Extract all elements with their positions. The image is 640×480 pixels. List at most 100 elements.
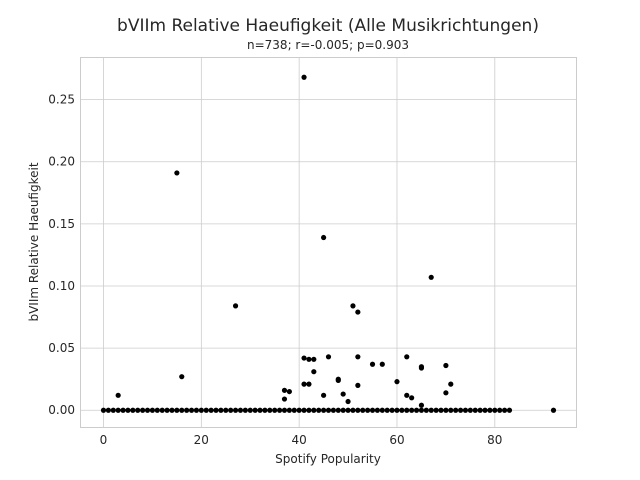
chart-subtitle: n=738; r=-0.005; p=0.903 [247, 38, 409, 52]
data-point [311, 369, 317, 375]
data-point [340, 407, 346, 413]
x-tick-label: 20 [194, 433, 209, 447]
data-point [164, 407, 170, 413]
data-point [306, 356, 312, 362]
data-point [355, 382, 361, 388]
data-point [286, 388, 292, 395]
data-point [325, 407, 332, 413]
data-point [394, 407, 400, 413]
y-axis-label: bVIIm Relative Haeufigkeit [27, 162, 41, 321]
tick-labels: 0 20 40 60 80 0.00 0.05 0.10 0.15 0.20 0.25 [48, 93, 502, 447]
data-point [345, 407, 351, 413]
data-point [130, 407, 136, 413]
data-point [492, 407, 498, 413]
data-point [404, 407, 410, 413]
data-point [154, 407, 160, 413]
data-point [281, 407, 288, 413]
data-point [350, 303, 356, 309]
y-tick-label: 0.15 [48, 217, 75, 231]
data-point [276, 407, 283, 413]
data-points [100, 74, 557, 413]
data-point [223, 407, 229, 413]
data-point [394, 379, 400, 385]
y-tick-label: 0.10 [48, 279, 75, 293]
data-point [453, 407, 459, 413]
data-point [457, 407, 464, 413]
data-point [144, 407, 151, 413]
data-point [409, 407, 415, 413]
data-point [281, 396, 288, 402]
data-point [399, 407, 405, 413]
data-point [301, 381, 307, 387]
data-point [335, 377, 341, 384]
data-point [482, 407, 488, 413]
data-point [228, 407, 234, 413]
data-point [218, 407, 224, 413]
data-point [428, 274, 434, 280]
data-point [306, 407, 312, 413]
data-point [193, 407, 200, 413]
data-point [159, 407, 165, 413]
x-tick-label: 40 [292, 433, 307, 447]
data-point [325, 354, 332, 360]
data-point [443, 362, 449, 369]
data-point [497, 407, 503, 413]
data-point [355, 354, 361, 360]
chart-title: bVIIm Relative Haeufigkeit (Alle Musikri… [117, 16, 539, 36]
data-point [174, 407, 180, 413]
grid-lines [81, 58, 576, 427]
data-point [188, 407, 195, 413]
data-point [369, 361, 376, 367]
data-point [301, 355, 307, 361]
data-point [198, 407, 204, 413]
data-point [477, 407, 483, 413]
data-point [335, 407, 341, 413]
data-point [418, 365, 425, 371]
data-point [237, 407, 244, 413]
data-point [409, 395, 415, 401]
data-point [174, 170, 180, 176]
data-point [105, 407, 111, 413]
y-tick-label: 0.00 [48, 403, 75, 417]
data-point [311, 407, 317, 413]
data-point [550, 407, 557, 413]
data-point [232, 407, 239, 413]
data-point [184, 407, 190, 413]
data-point [267, 407, 273, 413]
data-point [115, 392, 121, 398]
data-point [428, 407, 434, 413]
data-point [149, 407, 156, 413]
data-point [169, 407, 175, 413]
data-point [433, 407, 439, 413]
data-point [316, 407, 322, 413]
data-point [125, 407, 131, 413]
data-point [330, 407, 336, 413]
data-point [213, 407, 219, 413]
x-tick-label: 80 [487, 433, 502, 447]
data-point [350, 407, 356, 413]
data-point [443, 390, 449, 396]
data-point [306, 381, 312, 387]
x-tick-label: 60 [389, 433, 404, 447]
y-tick-label: 0.20 [48, 155, 75, 169]
data-point [404, 354, 410, 360]
data-point [262, 407, 268, 413]
data-point [110, 407, 116, 413]
data-point [321, 392, 327, 398]
data-point [360, 407, 366, 413]
y-tick-label: 0.25 [48, 93, 75, 107]
data-point [365, 407, 371, 413]
data-point [179, 374, 185, 380]
data-point [379, 361, 385, 367]
data-point [311, 356, 317, 362]
data-point [321, 234, 327, 241]
data-point [418, 407, 425, 413]
data-point [374, 407, 381, 413]
data-point [257, 407, 263, 413]
data-point [135, 407, 141, 413]
data-point [115, 407, 121, 413]
data-point [487, 407, 493, 413]
data-point [404, 392, 410, 398]
data-point [467, 407, 473, 413]
